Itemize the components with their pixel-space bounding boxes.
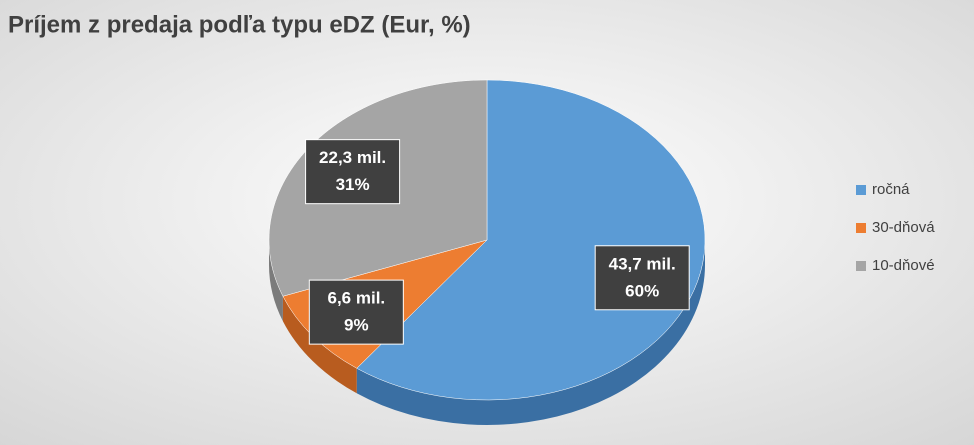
label-box [594,245,690,311]
value-label: 22,3 mil. [319,148,386,167]
data-label: 43,7 mil. 60% [594,245,690,311]
percent-label: 9% [344,316,369,335]
label-box [308,279,404,345]
legend-label: ročná [872,181,910,198]
legend-marker [856,185,866,195]
value-label: 43,7 mil. [609,254,676,273]
slice-side [356,240,705,425]
slice [356,79,706,401]
slice-side [282,296,357,394]
legend-label: 30-dňová [872,219,935,236]
percent-label: 60% [625,281,659,300]
legend-label: 10-dňové [872,257,935,274]
chart-title: Príjem z predaja podľa typu eDZ (Eur, %) [8,11,471,38]
legend-marker [856,223,866,233]
value-label: 6,6 mil. [328,289,386,308]
data-label: 22,3 mil. 31% [305,139,401,205]
data-label: 6,6 mil. 9% [308,279,404,345]
label-box [305,139,401,205]
legend-marker [856,261,866,271]
percent-label: 31% [336,175,370,194]
